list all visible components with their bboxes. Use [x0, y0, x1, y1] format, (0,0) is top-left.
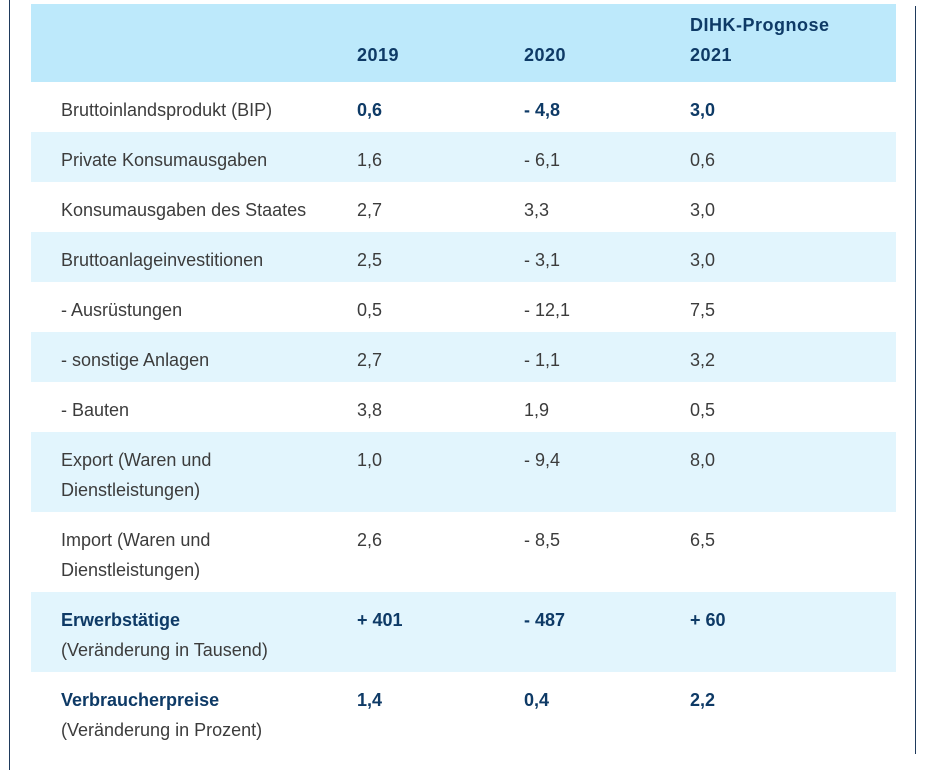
row-label: Erwerbstätige (Veränderung in Tausend)	[31, 592, 357, 672]
value-2021: 8,0	[690, 432, 896, 512]
value-2021: 3,0	[690, 182, 896, 232]
row-label-main: Erwerbstätige	[61, 610, 181, 630]
row-label-line-2: Dienstleistungen)	[61, 480, 201, 500]
value-2020: - 9,4	[524, 432, 690, 512]
left-border-line	[9, 0, 10, 770]
header-label-cell	[31, 4, 357, 82]
header-2021: DIHK-Prognose 2021	[690, 4, 896, 82]
value-2019: 0,5	[357, 282, 524, 332]
value-2019: 2,7	[357, 182, 524, 232]
value-2019: 0,6	[357, 82, 524, 132]
economic-forecast-table: 2019 2020 DIHK-Prognose 2021 Bruttoinlan…	[31, 4, 896, 752]
value-2020: - 487	[524, 592, 690, 672]
value-2021: 3,2	[690, 332, 896, 382]
value-2021: 3,0	[690, 82, 896, 132]
value-2020: - 8,5	[524, 512, 690, 592]
table-row-export: Export (Waren und Dienstleistungen) 1,0 …	[31, 432, 896, 512]
value-2021: 3,0	[690, 232, 896, 282]
value-2019: 3,8	[357, 382, 524, 432]
value-2021: 0,6	[690, 132, 896, 182]
row-label: Bruttoinlandsprodukt (BIP)	[31, 82, 357, 132]
row-label: Export (Waren und Dienstleistungen)	[31, 432, 357, 512]
value-2021: + 60	[690, 592, 896, 672]
value-2020: - 4,8	[524, 82, 690, 132]
value-2020: - 3,1	[524, 232, 690, 282]
value-2019: 1,4	[357, 672, 524, 752]
row-label: - Bauten	[31, 382, 357, 432]
table-row-import: Import (Waren und Dienstleistungen) 2,6 …	[31, 512, 896, 592]
header-row: 2019 2020 DIHK-Prognose 2021	[31, 4, 896, 82]
value-2020: 0,4	[524, 672, 690, 752]
table-row-bip: Bruttoinlandsprodukt (BIP) 0,6 - 4,8 3,0	[31, 82, 896, 132]
right-border-line	[915, 6, 916, 754]
header-2020: 2020	[524, 4, 690, 82]
value-2019: 1,6	[357, 132, 524, 182]
table-row-ausruestungen: - Ausrüstungen 0,5 - 12,1 7,5	[31, 282, 896, 332]
value-2020: - 12,1	[524, 282, 690, 332]
table-row-verbraucherpreise: Verbraucherpreise (Veränderung in Prozen…	[31, 672, 896, 752]
value-2019: 2,7	[357, 332, 524, 382]
value-2021: 6,5	[690, 512, 896, 592]
row-label: Verbraucherpreise (Veränderung in Prozen…	[31, 672, 357, 752]
header-2021-year: 2021	[690, 45, 733, 65]
row-label-sub: (Veränderung in Prozent)	[61, 720, 263, 740]
row-label-line-1: Export (Waren und	[61, 450, 212, 470]
table-row-erwerbstaetige: Erwerbstätige (Veränderung in Tausend) +…	[31, 592, 896, 672]
row-label: - Ausrüstungen	[31, 282, 357, 332]
value-2020: 3,3	[524, 182, 690, 232]
row-label-sub: (Veränderung in Tausend)	[61, 640, 268, 660]
header-2021-prefix: DIHK-Prognose	[690, 15, 830, 35]
table-row-bruttoanlage: Bruttoanlageinvestitionen 2,5 - 3,1 3,0	[31, 232, 896, 282]
table-row-sonstige-anlagen: - sonstige Anlagen 2,7 - 1,1 3,2	[31, 332, 896, 382]
table-row-staat-konsum: Konsumausgaben des Staates 2,7 3,3 3,0	[31, 182, 896, 232]
table-header: 2019 2020 DIHK-Prognose 2021	[31, 4, 896, 82]
row-label: Konsumausgaben des Staates	[31, 182, 357, 232]
value-2019: + 401	[357, 592, 524, 672]
value-2019: 1,0	[357, 432, 524, 512]
value-2021: 0,5	[690, 382, 896, 432]
value-2020: - 1,1	[524, 332, 690, 382]
row-label-main: Verbraucherpreise	[61, 690, 220, 710]
value-2021: 2,2	[690, 672, 896, 752]
value-2019: 2,6	[357, 512, 524, 592]
table-row-bauten: - Bauten 3,8 1,9 0,5	[31, 382, 896, 432]
value-2019: 2,5	[357, 232, 524, 282]
row-label: Private Konsumausgaben	[31, 132, 357, 182]
row-label: Bruttoanlageinvestitionen	[31, 232, 357, 282]
value-2020: 1,9	[524, 382, 690, 432]
value-2020: - 6,1	[524, 132, 690, 182]
row-label-line-2: Dienstleistungen)	[61, 560, 201, 580]
table-body: Bruttoinlandsprodukt (BIP) 0,6 - 4,8 3,0…	[31, 82, 896, 752]
row-label: Import (Waren und Dienstleistungen)	[31, 512, 357, 592]
table-row-private-konsum: Private Konsumausgaben 1,6 - 6,1 0,6	[31, 132, 896, 182]
row-label: - sonstige Anlagen	[31, 332, 357, 382]
header-2019: 2019	[357, 4, 524, 82]
row-label-line-1: Import (Waren und	[61, 530, 211, 550]
value-2021: 7,5	[690, 282, 896, 332]
